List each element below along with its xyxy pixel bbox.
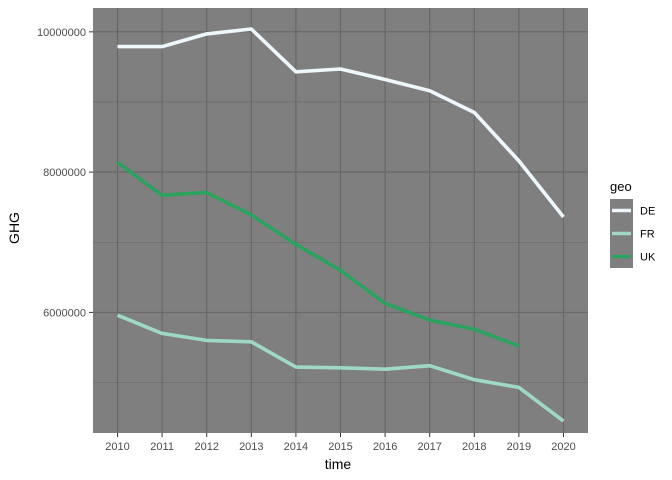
x-tick-label: 2020 (551, 441, 575, 453)
x-tick-label: 2018 (462, 441, 486, 453)
x-tick-label: 2017 (417, 441, 441, 453)
legend-title: geo (610, 179, 632, 194)
legend: geo DE FR UK (610, 179, 656, 268)
legend-label-uk: UK (640, 252, 656, 264)
series-line-de (117, 27, 565, 219)
major-gridlines (93, 8, 588, 433)
y-axis-title: GHG (6, 212, 22, 244)
series-line-fr (116, 313, 565, 423)
legend-label-fr: FR (640, 229, 655, 241)
x-tick-label: 2015 (328, 441, 352, 453)
x-axis-title: time (325, 456, 352, 472)
legend-label-de: DE (640, 206, 655, 218)
x-tick-label: 2014 (284, 441, 308, 453)
series-lines (116, 27, 565, 423)
x-tick-label: 2013 (239, 441, 263, 453)
y-tick-label: 8000000 (43, 167, 86, 179)
x-tick-label: 2019 (507, 441, 531, 453)
y-axis: 6000000 8000000 10000000 (37, 27, 93, 319)
x-tick-label: 2012 (194, 441, 218, 453)
x-axis: 2010 2011 2012 2013 2014 2015 2016 2017 2018 2019… (105, 433, 576, 453)
x-tick-label: 2016 (373, 441, 397, 453)
x-tick-label: 2010 (105, 441, 129, 453)
y-tick-label: 6000000 (43, 307, 86, 319)
x-tick-label: 2011 (150, 441, 174, 453)
y-tick-label: 10000000 (37, 27, 86, 39)
series-line-uk (116, 160, 520, 348)
